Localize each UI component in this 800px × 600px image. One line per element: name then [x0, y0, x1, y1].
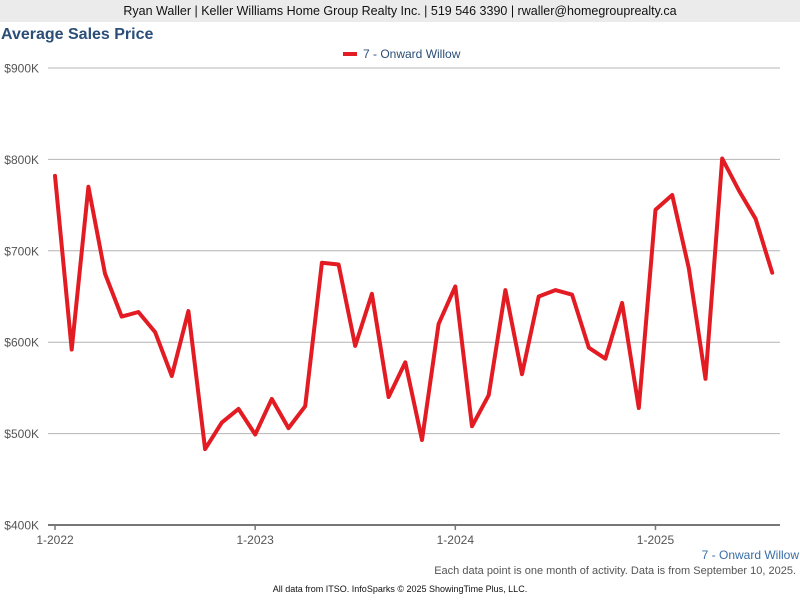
data-footnote: Each data point is one month of activity…	[434, 565, 796, 577]
x-tick-label: 1-2023	[236, 533, 274, 547]
y-tick-label: $800K	[4, 153, 39, 167]
line-chart: $400K $500K $600K $700K $800K $900K 1-2022 1-20…	[4, 47, 800, 560]
chart-title: Average Sales Price	[1, 26, 154, 43]
y-tick-label: $900K	[4, 62, 39, 76]
y-tick-label: $600K	[4, 336, 39, 350]
y-tick-label: $700K	[4, 244, 39, 258]
x-tick-label: 1-2024	[437, 533, 475, 547]
y-tick-label: $500K	[4, 427, 39, 441]
data-credit: All data from ITSO. InfoSparks © 2025 Sh…	[272, 584, 528, 594]
contact-line: Ryan Waller | Keller Williams Home Group…	[123, 4, 677, 18]
legend-entry: 7 - Onward Willow	[363, 47, 461, 61]
x-tick-label: 1-2025	[637, 533, 675, 547]
y-tick-label: $400K	[4, 519, 39, 533]
series-end-label: 7 - Onward Willow	[702, 548, 800, 560]
series-line-onward-willow	[53, 156, 775, 452]
x-tick-label: 1-2022	[36, 533, 74, 547]
contact-header: Ryan Waller | Keller Williams Home Group…	[0, 0, 800, 22]
